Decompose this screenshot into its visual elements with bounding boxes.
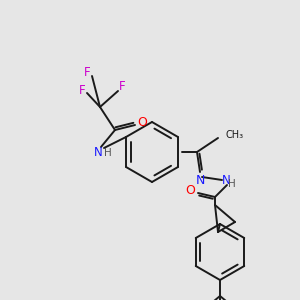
Text: N: N <box>195 173 205 187</box>
Text: F: F <box>84 65 90 79</box>
Text: CH₃: CH₃ <box>225 130 243 140</box>
Text: O: O <box>137 116 147 130</box>
Text: F: F <box>119 80 125 94</box>
Text: H: H <box>104 148 112 158</box>
Text: N: N <box>94 146 102 158</box>
Text: O: O <box>185 184 195 197</box>
Text: F: F <box>79 83 85 97</box>
Text: H: H <box>228 179 236 189</box>
Text: N: N <box>222 173 230 187</box>
